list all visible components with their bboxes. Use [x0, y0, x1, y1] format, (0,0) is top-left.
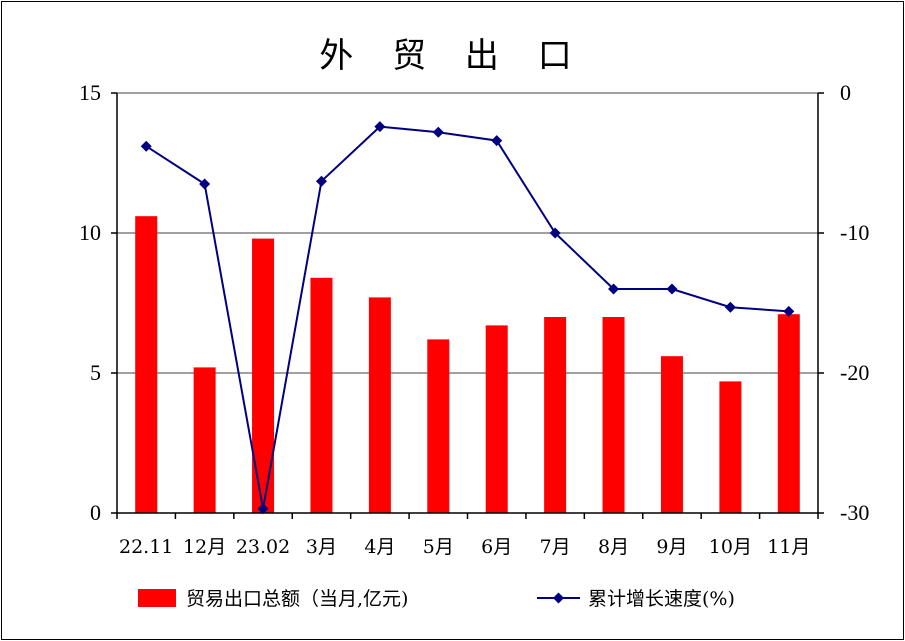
x-tick-label: 7月: [540, 536, 571, 558]
bar: [310, 277, 333, 513]
x-tick-label: 5月: [423, 536, 454, 558]
y-right-tick-label: 0: [840, 80, 851, 105]
x-tick-label: 23.02: [236, 536, 290, 558]
bar: [660, 356, 683, 513]
line-point: [315, 175, 327, 187]
bar: [602, 317, 625, 513]
bar: [777, 314, 800, 513]
chart-title: 外 贸 出 口: [319, 36, 586, 76]
bar: [544, 317, 567, 513]
bar: [368, 297, 391, 513]
growth-line: [145, 125, 789, 509]
line-point: [666, 283, 678, 295]
line-point: [783, 305, 795, 317]
axes: [111, 92, 824, 519]
line-point: [608, 283, 620, 295]
x-tick-label: 8月: [598, 536, 629, 558]
y-right-tick-label: -30: [840, 500, 869, 525]
x-tick-label: 3月: [306, 536, 337, 558]
bar-series: [135, 216, 800, 513]
x-tick-label: 10月: [709, 536, 752, 558]
y-right-tick-label: -10: [840, 220, 869, 245]
legend-label-bar: 贸易出口总额（当月,亿元): [186, 588, 408, 610]
bar: [193, 367, 216, 513]
line-point: [549, 227, 561, 239]
x-tick-label: 11月: [767, 536, 810, 558]
legend-swatch-bar: [138, 589, 176, 607]
line-series: [140, 121, 795, 515]
y-left-tick-label: 0: [90, 500, 101, 525]
y-left-tick-label: 15: [79, 80, 101, 105]
bar: [135, 216, 158, 513]
x-tick-label: 12月: [183, 536, 226, 558]
bar: [485, 325, 508, 513]
line-point: [724, 301, 736, 313]
x-tick-label: 9月: [656, 536, 687, 558]
line-point: [199, 178, 211, 190]
legend: 贸易出口总额（当月,亿元) 累计增长速度(%): [138, 588, 735, 610]
y-left-tick-label: 10: [79, 220, 101, 245]
tick-labels: 0 5 10 15 -30 -20 -10 0 22.11 12月 23.02 3月 4月 5月 6月 7月 8…: [79, 80, 869, 558]
gridlines: [117, 92, 818, 374]
legend-swatch-marker: [553, 592, 564, 604]
x-tick-label: 4月: [364, 536, 395, 558]
legend-label-line: 累计增长速度(%): [588, 588, 735, 610]
bar: [427, 339, 450, 513]
x-tick-label: 6月: [481, 536, 512, 558]
line-point: [432, 126, 444, 138]
y-left-tick-label: 5: [90, 360, 101, 385]
bar: [252, 238, 275, 513]
line-point: [491, 135, 503, 147]
y-right-tick-label: -20: [840, 360, 869, 385]
line-point: [374, 121, 386, 133]
line-point: [257, 503, 269, 515]
x-tick-label: 22.11: [119, 536, 173, 558]
bar: [719, 381, 742, 513]
line-point: [140, 140, 152, 152]
